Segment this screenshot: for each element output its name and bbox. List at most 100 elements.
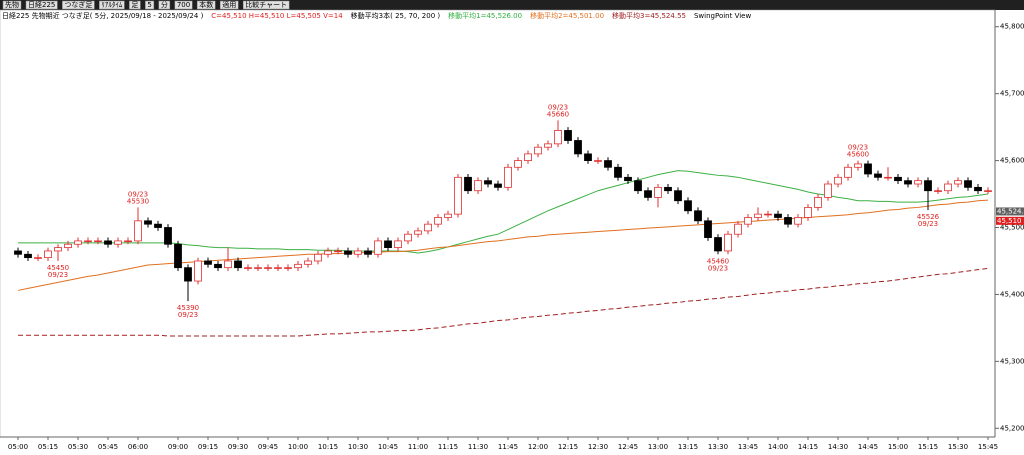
x-tick-label: 12:00 [528,443,548,451]
candle-body [284,267,292,269]
candle-body [694,210,702,222]
toolbar-box[interactable] [62,0,95,10]
y-tick-label: 45,800 [1000,23,1024,31]
header-text: 移動平均3本( 25, 70, 200 ) [351,11,441,20]
candle-body [484,180,492,185]
y-tick-label: 45,400 [1000,290,1024,298]
candle-body [684,200,692,212]
toolbar-box[interactable] [25,0,58,10]
candle-body [974,186,982,192]
swing-price: 45530 [127,197,149,205]
candle-body [754,213,762,218]
header-text: 日経225 先物期近 つなぎ足( 5分, 2025/09/18 - 2025/0… [2,11,204,20]
swing-date: 09/23 [548,103,568,111]
candle-body [174,243,182,269]
candle-body [614,166,622,178]
candle-body [874,173,882,178]
toolbar-item[interactable]: 本数 [199,0,213,9]
x-tick-label: 11:00 [408,443,428,451]
toolbar-item[interactable]: 先物 [5,0,19,9]
y-tick-label: 45,300 [1000,357,1024,365]
candle-body [564,130,572,141]
candle-body [824,183,832,198]
candle-body [734,223,742,235]
x-tick-label: 15:45 [978,443,998,451]
header-text: 移動平均2=45,501.00 [530,11,604,20]
toolbar-box[interactable] [196,0,216,10]
toolbar-box[interactable] [2,0,22,10]
toolbar-item[interactable]: 分 [161,0,168,9]
toolbar-box[interactable] [129,0,141,10]
candle-body [274,267,282,269]
swing-price: 45526 [917,213,940,221]
toolbar-item[interactable]: 700 [177,1,190,9]
candle-body [504,166,512,188]
toolbar-box[interactable] [158,0,171,10]
y-tick-label: 45,200 [1000,424,1024,432]
candle-body [314,253,322,262]
candle-body [34,257,42,259]
candle-body [634,180,642,192]
candle-body [594,160,602,162]
swing-date: 09/23 [848,144,868,152]
toolbar-item[interactable]: ﾘｱﾙﾀｲﾑ [101,1,122,9]
candle-body [744,217,752,225]
candle-body [414,230,422,235]
y-tick-label: 45,600 [1000,157,1024,165]
x-tick-label: 05:15 [38,443,58,451]
toolbar-item[interactable]: つなぎ足 [64,0,92,9]
header-text: C=45,510 H=45,510 L=45,505 V=14 [211,12,343,20]
candle-body [324,250,332,255]
toolbar-item[interactable]: 比較チャート [245,0,287,9]
toolbar-item[interactable]: 適用 [222,0,236,9]
candle-body [234,260,242,269]
candle-body [544,143,552,148]
candle-body [464,176,472,192]
candle-body [134,220,142,242]
candle-body [304,260,312,265]
toolbar [0,0,1024,10]
y-tick-label: 45,700 [1000,90,1024,98]
candle-body [854,163,862,168]
toolbar-item[interactable]: 日経225 [28,0,55,9]
candle-body [454,176,462,215]
candle-body [104,240,112,245]
candle-body [674,190,682,202]
candle-body [664,186,672,192]
candle-body [54,247,62,252]
x-tick-label: 13:00 [648,443,668,451]
x-tick-label: 10:45 [378,443,398,451]
candle-body [984,190,992,192]
toolbar-item[interactable]: 5 [147,1,151,9]
swing-date: 09/23 [48,271,68,279]
x-tick-label: 05:30 [68,443,88,451]
toolbar-box[interactable] [99,0,125,10]
x-tick-label: 13:15 [678,443,698,451]
header-text: 移動平均3=45,524.55 [612,11,686,20]
toolbar-box[interactable] [242,0,290,10]
toolbar-item[interactable]: 足 [131,1,138,9]
candle-body [934,190,942,192]
x-tick-label: 14:30 [828,443,848,451]
candle-body [114,240,122,245]
x-tick-label: 09:15 [198,443,218,451]
toolbar-box[interactable] [174,0,193,10]
candle-body [84,240,92,243]
toolbar-box[interactable] [145,0,155,10]
price-tag-label: 45,524.0 [997,207,1024,215]
candle-body [804,207,812,218]
candle-body [164,227,172,245]
toolbar-box[interactable] [219,0,239,10]
x-tick-label: 11:30 [468,443,488,451]
header-text: SwingPoint View [694,12,751,20]
candle-body [194,260,202,282]
candle-body [524,153,532,161]
candle-body [894,176,902,182]
candle-body [74,240,82,245]
moving-average-line [18,267,989,337]
y-tick-label: 45,500 [1000,224,1024,232]
swing-price: 45600 [847,151,869,159]
x-tick-label: 09:00 [168,443,188,451]
candle-body [144,220,152,225]
candle-body [44,250,52,259]
